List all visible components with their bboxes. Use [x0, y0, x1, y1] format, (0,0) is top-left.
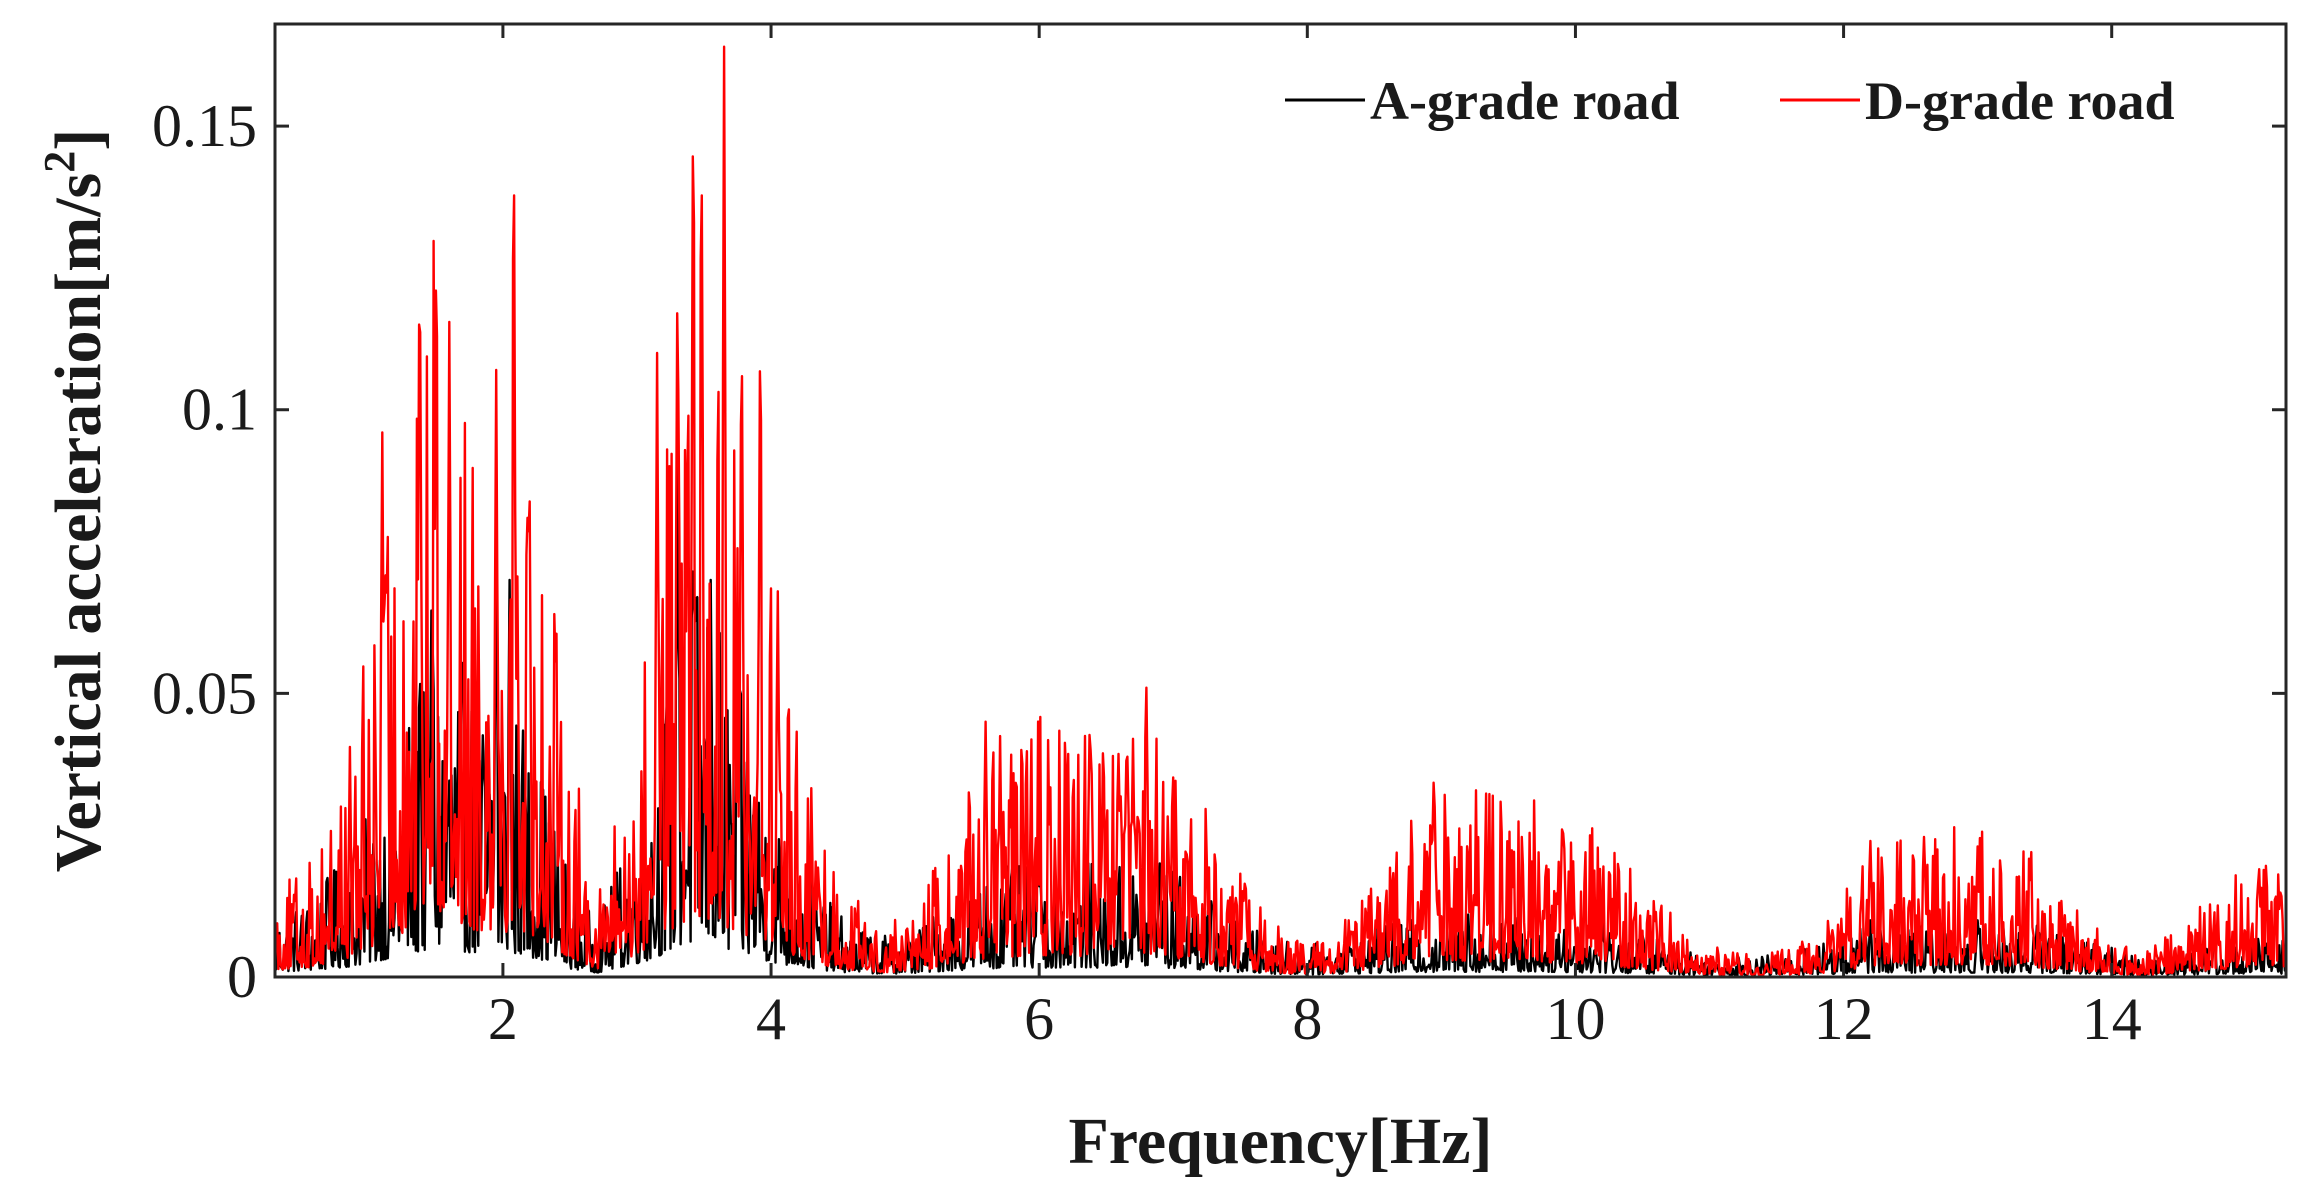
plot-lines	[273, 45, 2288, 977]
x-tick-label: 10	[1545, 986, 1605, 1052]
x-tick-label: 8	[1292, 986, 1322, 1052]
x-axis: 2 4 6 8 10 12 14	[488, 24, 2142, 1052]
y-tick-label: 0.05	[152, 660, 257, 726]
y-axis-title-main: Vertical acceleration[m/s	[42, 173, 115, 872]
x-tick-label: 14	[2082, 986, 2142, 1052]
x-tick-label: 2	[488, 986, 518, 1052]
y-axis: 0 0.05 0.1 0.15	[152, 93, 2286, 1010]
y-axis-title: Vertical acceleration[m/s2]	[35, 129, 115, 872]
y-axis-title-superscript: 2	[35, 151, 84, 173]
x-tick-label: 6	[1024, 986, 1054, 1052]
plot-area-frame	[273, 22, 2288, 979]
legend: A-grade road D-grade road	[1285, 71, 2174, 131]
legend-label-d-grade: D-grade road	[1865, 71, 2174, 131]
y-axis-title-end: ]	[42, 129, 115, 151]
y-tick-label: 0.15	[152, 93, 257, 159]
x-tick-label: 4	[756, 986, 786, 1052]
y-tick-label: 0	[227, 944, 257, 1010]
x-axis-title: Frequency[Hz]	[1068, 1105, 1492, 1178]
y-tick-label: 0.1	[182, 377, 257, 443]
legend-label-a-grade: A-grade road	[1370, 71, 1679, 131]
x-tick-label: 12	[1814, 986, 1874, 1052]
series-line-d-grade-road	[273, 45, 2288, 977]
